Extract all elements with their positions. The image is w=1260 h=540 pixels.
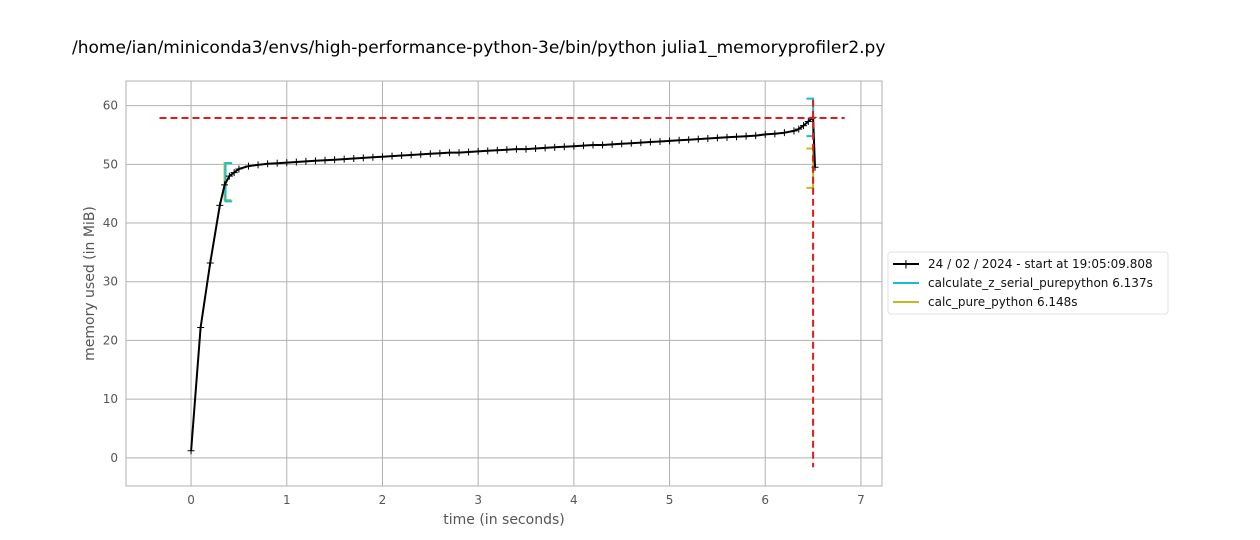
memory-point <box>493 146 501 154</box>
x-tick-label: 2 <box>379 493 387 507</box>
memory-point <box>302 157 310 165</box>
x-tick-label: 7 <box>857 493 865 507</box>
x-tick-label: 0 <box>187 493 195 507</box>
memory-point <box>426 150 434 158</box>
memory-point <box>646 138 654 146</box>
memory-point <box>579 142 587 150</box>
memory-point <box>704 135 712 143</box>
series-layer <box>159 97 845 468</box>
memory-point <box>244 162 252 170</box>
memory-point <box>230 169 238 177</box>
memory-point <box>273 159 281 167</box>
memory-point <box>187 447 195 455</box>
tick-labels: 0 1 2 3 4 5 6 7 0 10 20 30 40 50 60 <box>103 99 865 507</box>
memory-point <box>627 139 635 147</box>
memory-point <box>522 145 530 153</box>
x-tick-label: 1 <box>283 493 291 507</box>
memory-point <box>656 137 664 145</box>
legend-box <box>887 251 1169 315</box>
memory-point <box>675 136 683 144</box>
memory-point <box>780 129 788 137</box>
memory-point <box>474 147 482 155</box>
memory-point <box>388 152 396 160</box>
legend: + 24 / 02 / 2024 - start at 19:05:09.808… <box>887 251 1169 315</box>
memory-point <box>436 149 444 157</box>
memory-point <box>359 154 367 162</box>
memory-point <box>216 201 224 209</box>
y-tick-label: 10 <box>103 392 118 406</box>
memory-point <box>484 147 492 155</box>
x-tick-label: 3 <box>474 493 482 507</box>
y-tick-label: 30 <box>103 275 118 289</box>
memory-point <box>197 324 205 332</box>
memory-point <box>503 146 511 154</box>
memory-point <box>254 161 262 169</box>
grid-lines <box>126 81 882 486</box>
plot-frame <box>125 80 883 487</box>
memory-point <box>512 145 520 153</box>
memory-point <box>589 141 597 149</box>
memory-point <box>417 150 425 158</box>
memory-point <box>618 140 626 148</box>
plot-area <box>126 81 882 486</box>
memory-point <box>608 140 616 148</box>
memory-point <box>761 130 769 138</box>
memory-point <box>311 157 319 165</box>
memory-point <box>283 159 291 167</box>
memory-point <box>723 133 731 141</box>
legend-label-calc-pure-python: calc_pure_python 6.148s <box>928 295 1078 309</box>
x-tick-label: 5 <box>666 493 674 507</box>
memory-point <box>331 156 339 164</box>
memory-point <box>340 155 348 163</box>
memory-point <box>264 160 272 168</box>
memory-point <box>292 158 300 166</box>
memory-point <box>742 132 750 140</box>
memory-point <box>445 149 453 157</box>
y-tick-label: 20 <box>103 333 118 347</box>
legend-label-memory: 24 / 02 / 2024 - start at 19:05:09.808 <box>928 257 1153 271</box>
y-tick-label: 40 <box>103 216 118 230</box>
memory-point <box>206 259 214 267</box>
memory-point <box>225 172 233 180</box>
memory-point <box>771 130 779 138</box>
memory-point <box>637 139 645 147</box>
memory-point <box>800 122 808 130</box>
memory-point <box>685 136 693 144</box>
memory-point <box>804 118 812 125</box>
legend-label-calculate-z: calculate_z_serial_purepython 6.137s <box>928 276 1153 290</box>
memory-point <box>465 148 473 156</box>
y-axis-label: memory used (in MiB) <box>82 206 98 361</box>
memory-point <box>752 132 760 140</box>
memory-point <box>321 156 329 164</box>
memory-point <box>551 143 559 151</box>
memory-point <box>790 127 798 135</box>
x-tick-label: 4 <box>570 493 578 507</box>
memory-point <box>541 144 549 152</box>
memory-point <box>713 134 721 142</box>
memory-point <box>532 145 540 152</box>
memory-point <box>350 154 358 162</box>
memory-point <box>795 125 803 133</box>
memory-point <box>407 151 415 159</box>
y-tick-label: 0 <box>110 451 118 465</box>
legend-marker-memory: + <box>901 258 912 273</box>
x-tick-label: 6 <box>761 493 769 507</box>
memory-point <box>235 165 243 173</box>
memory-point <box>378 153 386 161</box>
y-tick-label: 50 <box>103 157 118 171</box>
memory-point <box>221 181 229 189</box>
chart-title: /home/ian/miniconda3/envs/high-performan… <box>72 38 885 58</box>
y-tick-label: 60 <box>103 99 118 113</box>
memory-point <box>369 153 377 161</box>
memory-point <box>570 142 578 150</box>
memory-point <box>398 152 406 160</box>
memory-point <box>694 135 702 143</box>
memory-point <box>455 149 463 157</box>
memory-point <box>733 133 741 141</box>
x-axis-label: time (in seconds) <box>443 512 564 528</box>
memory-point <box>666 137 674 145</box>
memory-point <box>560 143 568 151</box>
memory-point <box>599 141 607 149</box>
